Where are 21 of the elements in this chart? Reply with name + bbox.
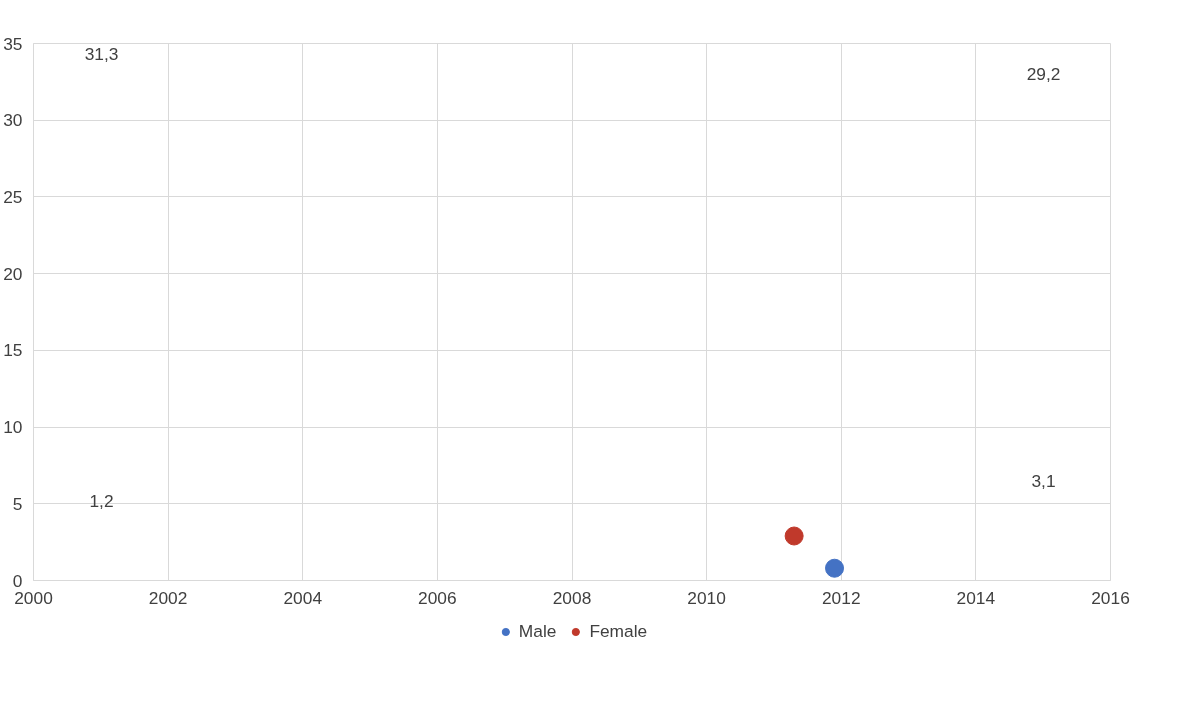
legend-label: Female — [589, 620, 648, 642]
x-tick-label: 2002 — [148, 587, 188, 608]
y-tick-label: 30 — [3, 110, 23, 131]
y-tick-label: 5 — [12, 493, 23, 514]
annotation: 1,2 — [89, 490, 114, 511]
x-tick-label: 2008 — [552, 587, 592, 608]
y-tick-label: 10 — [3, 417, 23, 438]
y-tick-label: 35 — [3, 33, 23, 54]
annotation: 3,1 — [1031, 470, 1056, 491]
y-tick-label: 25 — [3, 186, 23, 207]
x-tick-label: 2012 — [821, 587, 861, 608]
x-tick-label: 2016 — [1091, 587, 1130, 608]
x-tick-label: 2004 — [283, 587, 323, 608]
y-tick-label: 20 — [3, 263, 23, 284]
annotation: 31,3 — [84, 43, 119, 64]
legend-label: Male — [518, 620, 557, 642]
annotation: 29,2 — [1026, 63, 1061, 84]
x-tick-label: 2014 — [956, 587, 996, 608]
x-tick-label: 2010 — [687, 587, 726, 608]
x-tick-label: 2006 — [418, 587, 457, 608]
y-tick-label: 15 — [3, 340, 23, 361]
